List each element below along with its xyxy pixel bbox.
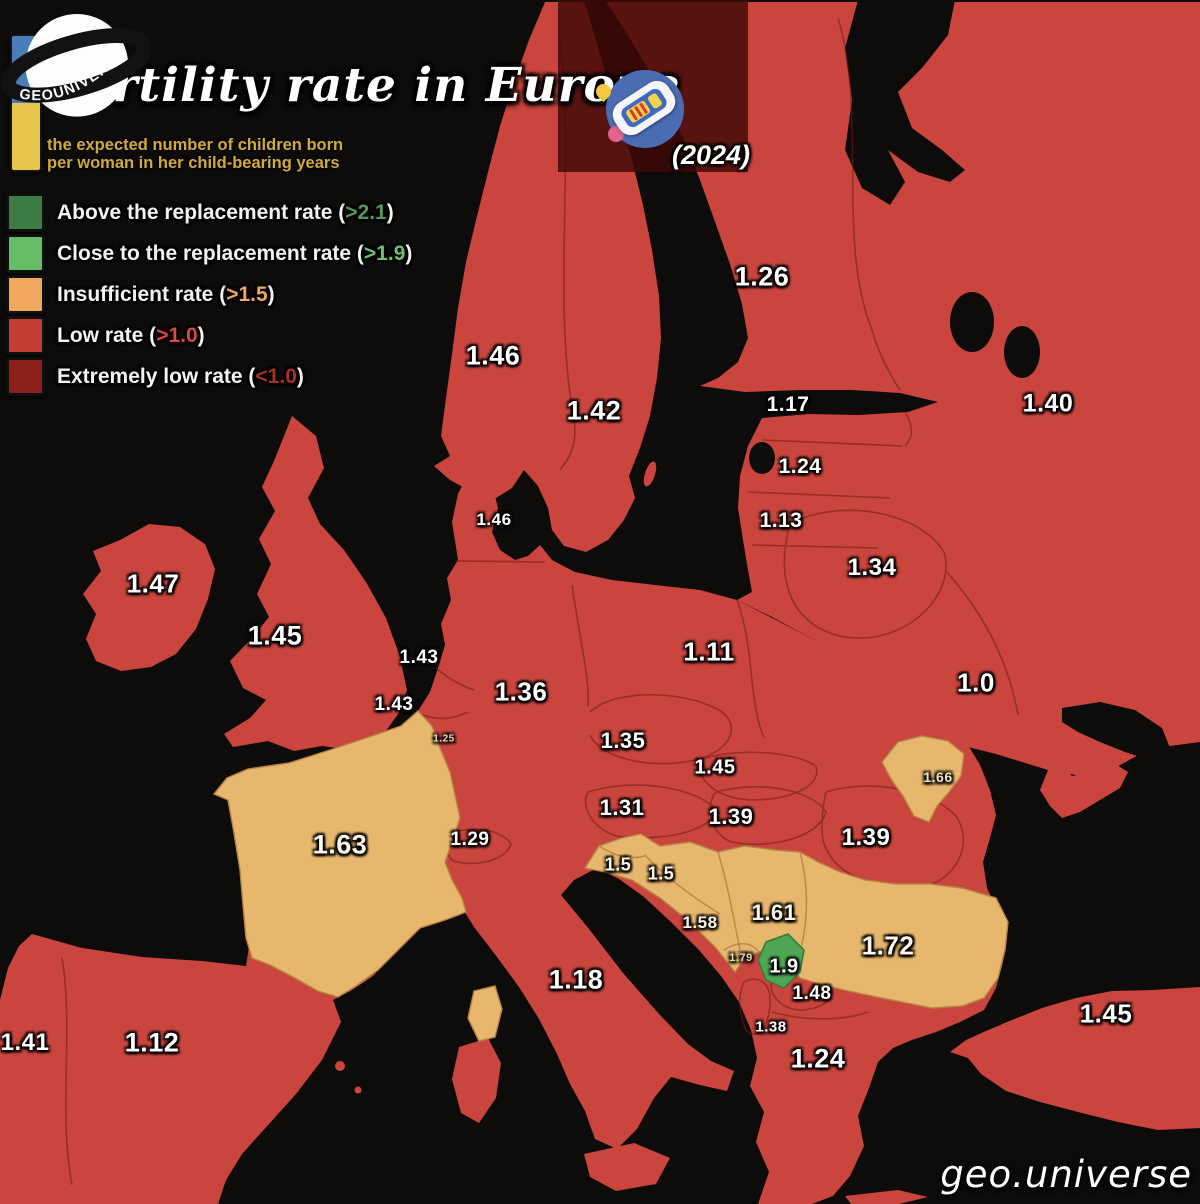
lake-onega [1004, 326, 1040, 378]
country-shape-crimea [1040, 762, 1128, 818]
legend-row-4: Extremely low rate (<1.0) [6, 356, 412, 397]
geouniverse-logo: GEOUNIVERSE [0, 14, 150, 117]
page-title: Fertility rate in Europe [50, 58, 681, 113]
legend-label-4: Extremely low rate (<1.0) [57, 364, 304, 388]
legend-label-2: Insufficient rate (>1.5) [57, 282, 275, 306]
country-shape-france [212, 710, 467, 998]
country-shape-united-kingdom [224, 416, 407, 751]
country-shape-eastern-europe-russia [606, 2, 1200, 782]
result-window [625, 99, 652, 124]
page-subtitle: the expected number of children born per… [47, 136, 343, 172]
legend-swatch-3 [6, 316, 45, 355]
legend-label-3: Low rate (>1.0) [57, 323, 205, 347]
legend-row-0: Above the replacement rate (>2.1) [6, 192, 412, 233]
lake-ladoga [950, 292, 994, 352]
year-label: (2024) [672, 140, 751, 170]
legend-swatch-0 [6, 193, 45, 232]
subtitle-line-1: the expected number of children born [47, 136, 344, 154]
island-balearic-1 [294, 1072, 306, 1084]
island-sardinia [452, 1038, 501, 1123]
balkan-internal-borders [598, 845, 808, 965]
legend-swatch-4 [6, 357, 45, 396]
country-shape-ireland [83, 524, 215, 671]
country-borders [61, 17, 1019, 1186]
legend-swatch-2 [6, 275, 45, 314]
island-crete [845, 1190, 928, 1204]
gulf-of-riga [749, 442, 775, 474]
pregnancy-test-icon [592, 68, 686, 152]
country-shape-balkan-band [583, 833, 1009, 1009]
island-sicily [584, 1143, 670, 1191]
legend-row-2: Insufficient rate (>1.5) [6, 274, 412, 315]
island-balearic-2 [335, 1061, 345, 1071]
legend-row-3: Low rate (>1.0) [6, 315, 412, 356]
country-shape-turkey [950, 987, 1200, 1130]
control-window [646, 92, 663, 110]
country-shape-moldova [881, 735, 965, 823]
logo-ring [0, 28, 150, 103]
island-gotland [643, 461, 657, 487]
legend-row-1: Close to the replacement rate (>1.9) [6, 233, 412, 274]
flag-yellow-stripe [12, 103, 40, 170]
sea-of-azov [1062, 702, 1170, 760]
island-balearic-3 [354, 1086, 362, 1094]
legend-label-0: Above the replacement rate (>2.1) [57, 200, 394, 224]
legend-label-1: Close to the replacement rate (>1.9) [57, 241, 413, 265]
legend: Above the replacement rate (>2.1) Close t… [6, 192, 412, 397]
island-corsica [467, 985, 503, 1042]
country-shape-kosovo [757, 933, 805, 989]
legend-swatch-1 [6, 234, 45, 273]
white-sea [845, 0, 965, 205]
subtitle-line-2: per woman in her child-bearing years [47, 154, 340, 173]
watermark: geo.universe [940, 1153, 1192, 1196]
